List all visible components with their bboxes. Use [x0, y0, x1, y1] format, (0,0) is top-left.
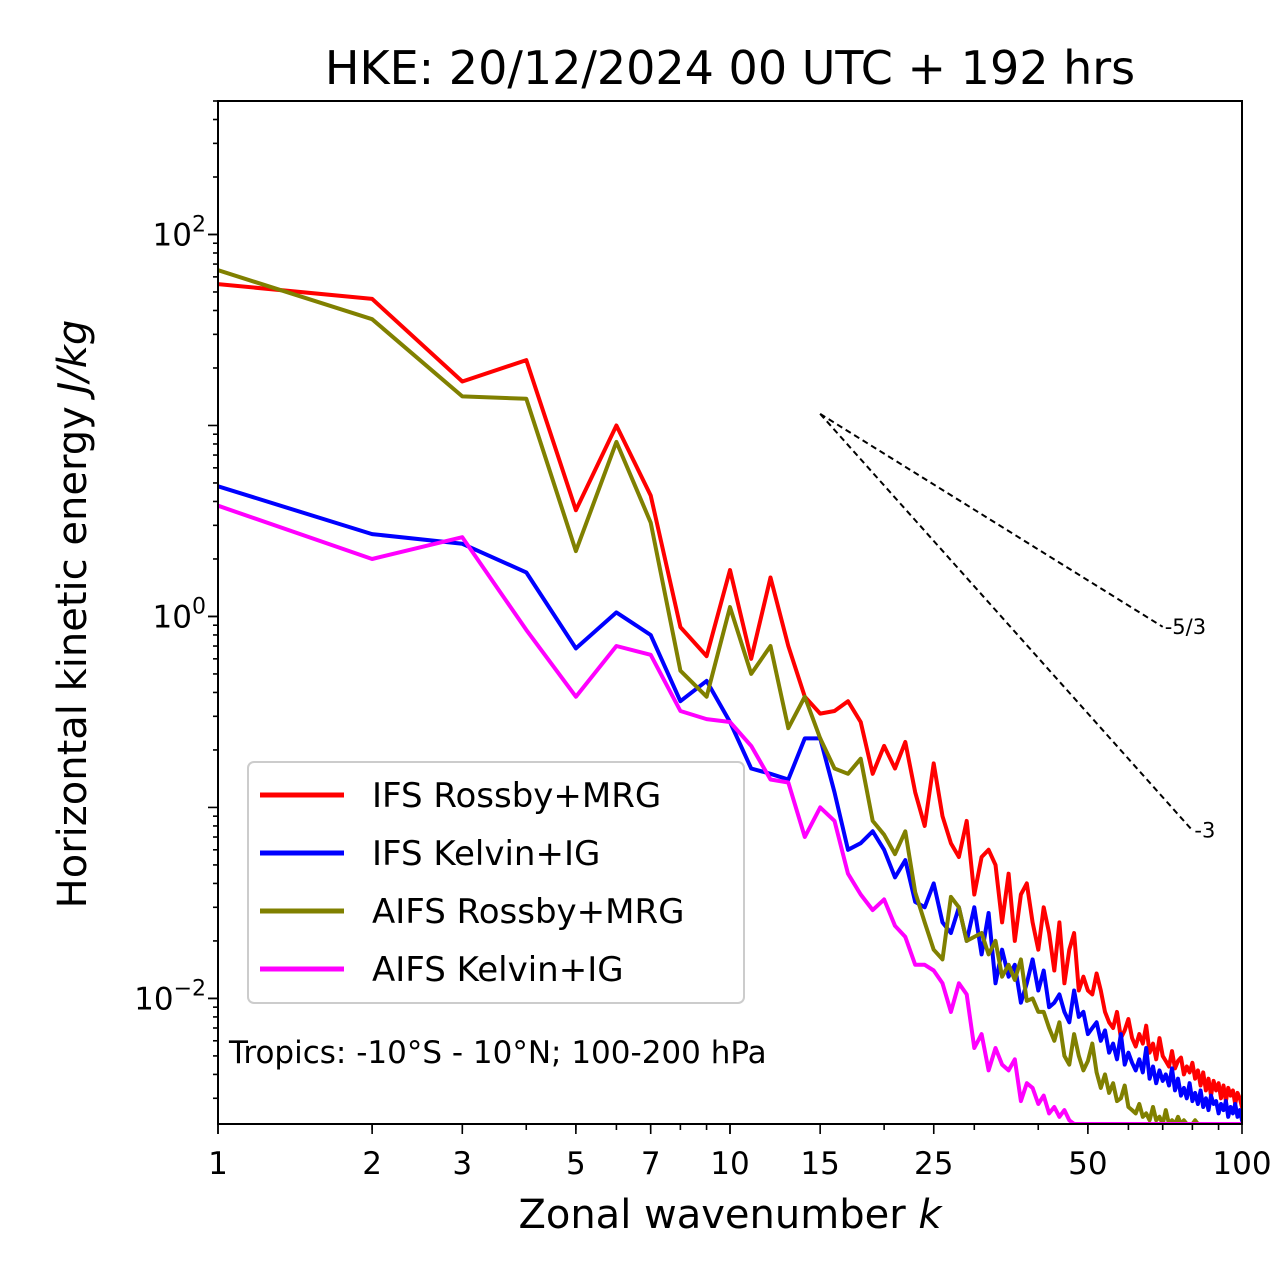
slope-line-1	[819, 413, 1194, 832]
y-axis-ticks: 10−2 100 102	[134, 100, 218, 1100]
y-tick-label-2: 102	[153, 212, 206, 253]
y-tick-label-1: 100	[153, 594, 206, 635]
x-tick-label-5: 10	[710, 1146, 749, 1182]
x-tick-label-0: 1	[208, 1146, 228, 1182]
region-annotation: Tropics: -10°S - 10°N; 100-200 hPa	[228, 1035, 767, 1071]
x-axis-ticks: 1 2 3 5 7 10 15 25 50 100	[208, 1124, 1272, 1182]
x-tick-label-9: 100	[1212, 1146, 1271, 1182]
x-tick-label-1: 2	[362, 1146, 382, 1182]
y-tick-label-0: 10−2	[134, 976, 206, 1017]
legend-label-3: AIFS Kelvin+IG	[372, 950, 624, 990]
series-line-3	[218, 503, 1242, 1124]
series-layer	[218, 268, 1242, 1124]
x-tick-label-8: 50	[1068, 1146, 1107, 1182]
x-tick-label-7: 25	[914, 1146, 953, 1182]
x-tick-label-4: 7	[641, 1146, 661, 1182]
chart-title: HKE: 20/12/2024 00 UTC + 192 hrs	[325, 41, 1135, 95]
x-tick-label-2: 3	[452, 1146, 472, 1182]
slope-label-1: -3	[1194, 818, 1215, 842]
legend-items: IFS Rossby+MRG IFS Kelvin+IG AIFS Rossby+M…	[260, 776, 684, 990]
legend-label-0: IFS Rossby+MRG	[372, 776, 661, 816]
slope-line-0	[819, 413, 1164, 628]
legend-label-2: AIFS Rossby+MRG	[372, 892, 684, 932]
legend-box	[247, 761, 745, 1004]
y-axis-label: Horizontal kinetic energy J/kg	[50, 320, 96, 909]
series-line-0	[218, 282, 1242, 1109]
x-tick-label-6: 15	[800, 1146, 839, 1182]
x-tick-label-3: 5	[566, 1146, 586, 1182]
slope-label-0: -5/3	[1165, 615, 1206, 639]
legend-label-1: IFS Kelvin+IG	[372, 834, 600, 874]
series-line-2	[218, 268, 1242, 1124]
reference-slopes: -5/3 -3	[819, 413, 1215, 842]
legend: IFS Rossby+MRG IFS Kelvin+IG AIFS Rossby+M…	[247, 761, 745, 1004]
x-axis-label: Zonal wavenumber k	[518, 1192, 943, 1238]
series-line-1	[218, 484, 1242, 1123]
